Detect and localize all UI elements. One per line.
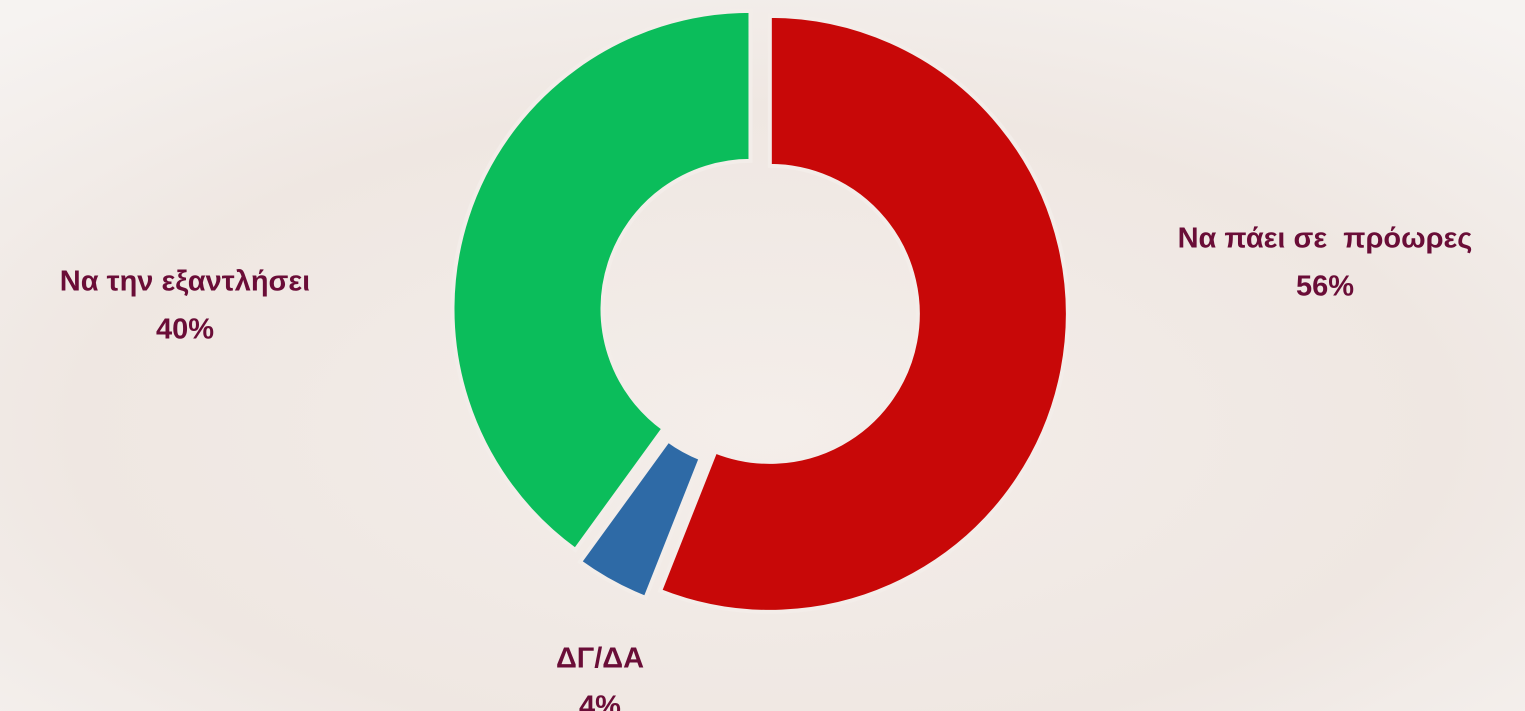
slice-label: ΔΓ/ΔΑ: [556, 643, 644, 675]
slice-value: 56%: [1296, 271, 1354, 303]
slice: [577, 437, 704, 601]
slice: [657, 13, 1070, 614]
slice: [450, 8, 753, 553]
slice-value: 40%: [156, 314, 214, 346]
slice-label: Να πάει σε πρόωρες: [1178, 223, 1473, 255]
slice-value: 4%: [579, 691, 621, 711]
slice-label: Να την εξαντλήσει: [60, 266, 310, 298]
